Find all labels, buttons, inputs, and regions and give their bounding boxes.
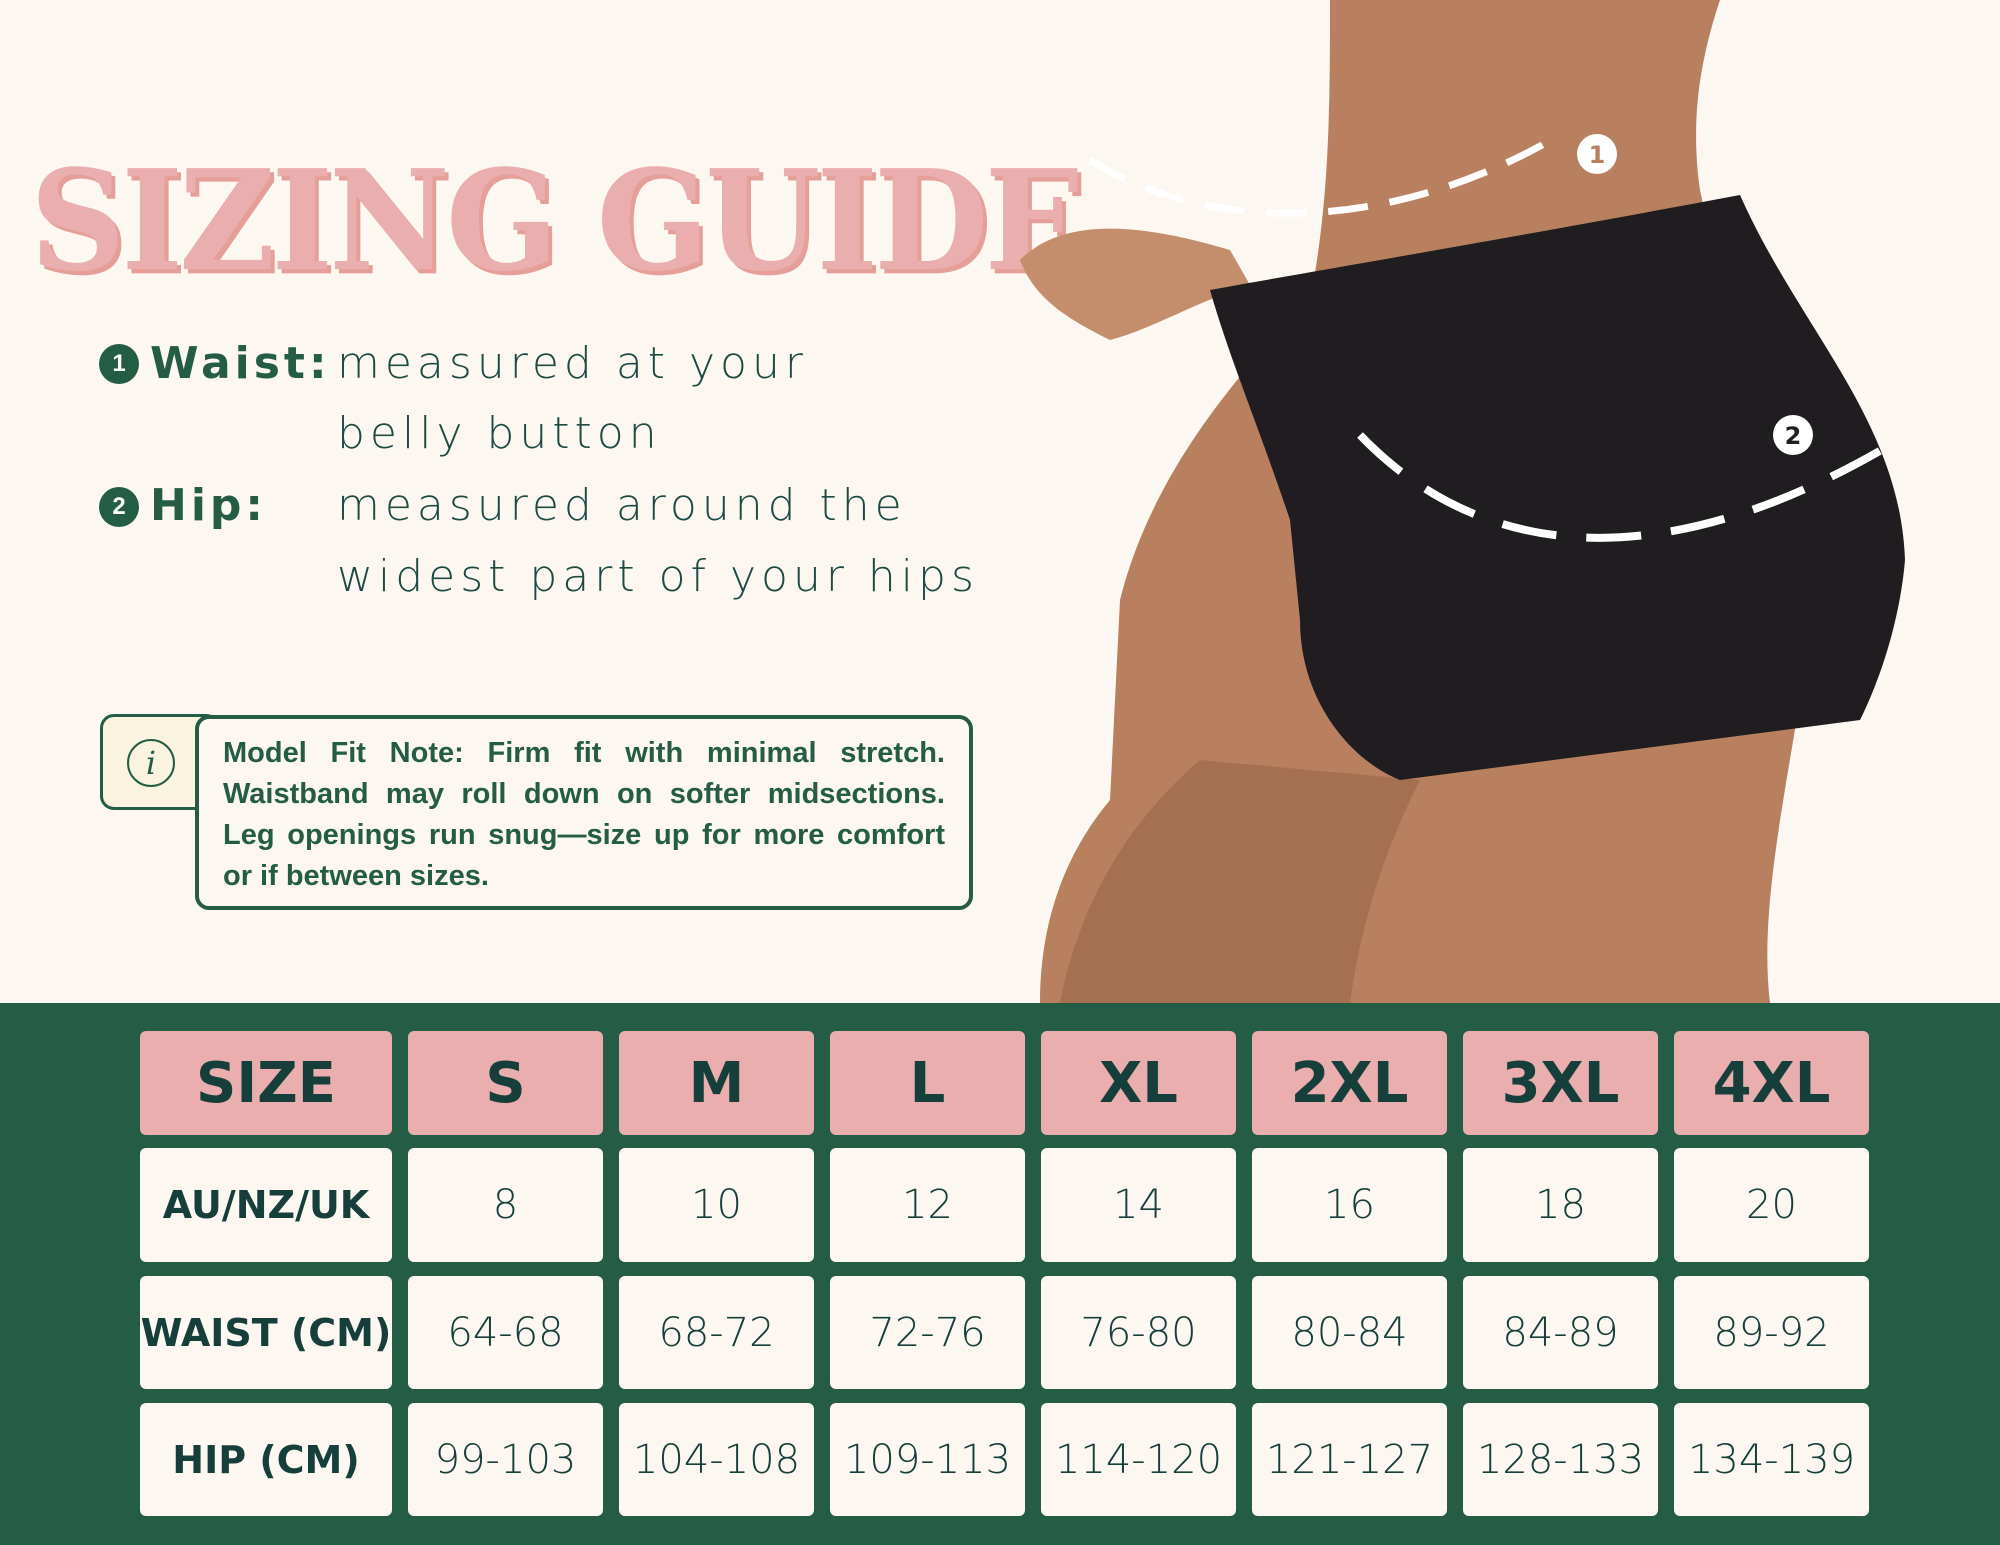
black-shorts [1210,195,1905,780]
table-cell: 134-139 [1674,1403,1869,1516]
table-cell: 72-76 [830,1276,1025,1389]
size-header-cell: M [619,1031,814,1135]
size-header-cell: 4XL [1674,1031,1869,1135]
size-header-cell: 2XL [1252,1031,1447,1135]
table-cell: 18 [1463,1148,1658,1262]
table-cell: 64-68 [408,1276,603,1389]
size-header-cell: 3XL [1463,1031,1658,1135]
table-cell: 76-80 [1041,1276,1236,1389]
table-cell: 80-84 [1252,1276,1447,1389]
table-cell: 12 [830,1148,1025,1262]
table-cell: 104-108 [619,1403,814,1516]
table-cell: 99-103 [408,1403,603,1516]
table-cell: 20 [1674,1148,1869,1262]
table-cell: 14 [1041,1148,1236,1262]
table-cell: 10 [619,1148,814,1262]
table-cell: 121-127 [1252,1403,1447,1516]
size-header-cell: XL [1041,1031,1236,1135]
row-label: HIP (CM) [140,1403,392,1516]
hip-number-badge: 2 [99,487,139,527]
waist-measure-line [1088,131,1562,217]
table-cell: 109-113 [830,1403,1025,1516]
model-fit-note: Model Fit Note: Firm fit with minimal st… [195,715,973,910]
waist-marker: 1 [1589,141,1606,169]
size-header-label: SIZE [140,1031,392,1135]
model-photo: 1 2 [1020,0,1905,1003]
hip-description-line-1: measured around the [337,480,907,531]
table-cell: 8 [408,1148,603,1262]
waist-description-line-2: belly button [337,408,662,459]
size-header-cell: S [408,1031,603,1135]
hip-marker: 2 [1785,422,1802,450]
waist-label: Waist: [150,338,331,389]
size-header-cell: L [830,1031,1025,1135]
hip-label: Hip: [150,480,267,531]
info-icon: i [127,739,175,787]
hip-description-line-2: widest part of your hips [337,551,979,602]
table-cell: 16 [1252,1148,1447,1262]
page-title: SIZING GUIDE [30,140,1085,303]
model-arm [1020,228,1250,340]
table-cell: 89-92 [1674,1276,1869,1389]
row-label: WAIST (CM) [140,1276,392,1389]
model-leg-shade [1060,760,1420,1003]
table-cell: 68-72 [619,1276,814,1389]
table-cell: 84-89 [1463,1276,1658,1389]
table-cell: 128-133 [1463,1403,1658,1516]
model-fit-note-text: Model Fit Note: Firm fit with minimal st… [223,737,945,892]
waist-description-line-1: measured at your [337,338,808,389]
hip-measure-line [1357,432,1893,542]
waist-number-badge: 1 [99,344,139,384]
table-cell: 114-120 [1041,1403,1236,1516]
row-label: AU/NZ/UK [140,1148,392,1262]
